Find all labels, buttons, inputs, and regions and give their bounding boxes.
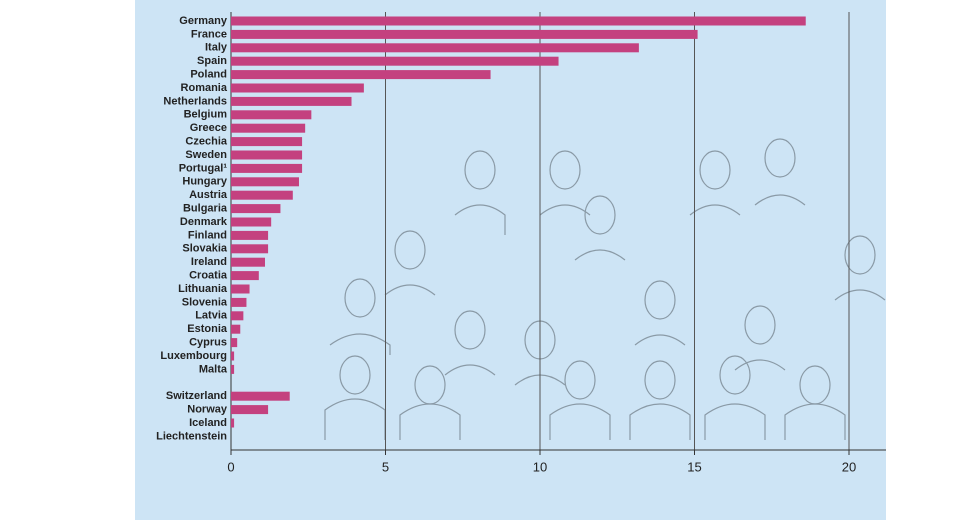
y-tick-label: Czechia [185,136,227,148]
y-tick-label: Italy [205,42,228,54]
y-tick-label: Norway [187,404,228,416]
bar [231,297,247,307]
bar [231,150,303,160]
bar [231,230,269,240]
illustration [324,138,886,440]
y-tick-label: Estonia [187,323,228,335]
y-tick-label: Belgium [184,109,228,121]
y-tick-label: Latvia [195,310,228,322]
bar [231,163,303,173]
x-tick-label: 0 [227,459,234,474]
bar [231,324,241,334]
bar [231,177,299,187]
y-tick-label: Slovenia [182,296,228,308]
bar [231,43,639,53]
y-tick-label: France [191,28,227,40]
y-tick-label: Netherlands [163,95,227,107]
bar [231,271,259,281]
bar [231,391,290,401]
y-tick-label: Iceland [189,417,227,429]
bar [231,257,265,267]
bar [231,284,250,294]
y-tick-label: Portugal¹ [179,162,228,174]
bar [231,110,312,120]
y-tick-label: Malta [199,363,228,375]
y-tick-label: Denmark [180,216,228,228]
bar [231,56,559,66]
y-tick-label: Ireland [191,256,227,268]
y-tick-label: Cyprus [189,337,227,349]
bar [231,351,235,361]
y-tick-label: Spain [197,55,227,67]
y-tick-label: Croatia [189,270,228,282]
x-tick-label: 20 [842,459,856,474]
x-tick-label: 15 [687,459,701,474]
bar [231,83,364,93]
bar [231,16,806,26]
y-tick-label: Austria [189,189,228,201]
y-tick-label: Slovakia [182,243,228,255]
bar [231,137,303,147]
bar [231,418,235,428]
y-tick-label: Liechtenstein [156,430,227,442]
y-tick-label: Luxembourg [160,350,227,362]
bar [231,190,293,200]
x-tick-label: 5 [382,459,389,474]
bar [231,405,269,415]
y-tick-label: Sweden [185,149,227,161]
bar [231,96,352,106]
x-tick-label: 10 [533,459,547,474]
y-tick-label: Romania [181,82,228,94]
y-tick-label: Poland [190,69,227,81]
y-tick-label: Greece [190,122,227,134]
bar [231,70,491,80]
y-tick-label: Switzerland [166,390,227,402]
y-tick-label: Finland [188,229,227,241]
bar [231,338,238,348]
bar [231,29,698,39]
y-tick-label: Hungary [182,176,228,188]
y-tick-label: Bulgaria [183,203,228,215]
bar [231,311,244,321]
bar [231,123,306,133]
bar [231,204,281,214]
bar [231,244,269,254]
y-tick-label: Lithuania [178,283,228,295]
bar [231,364,235,374]
bar [231,217,272,227]
y-tick-label: Germany [179,15,228,27]
